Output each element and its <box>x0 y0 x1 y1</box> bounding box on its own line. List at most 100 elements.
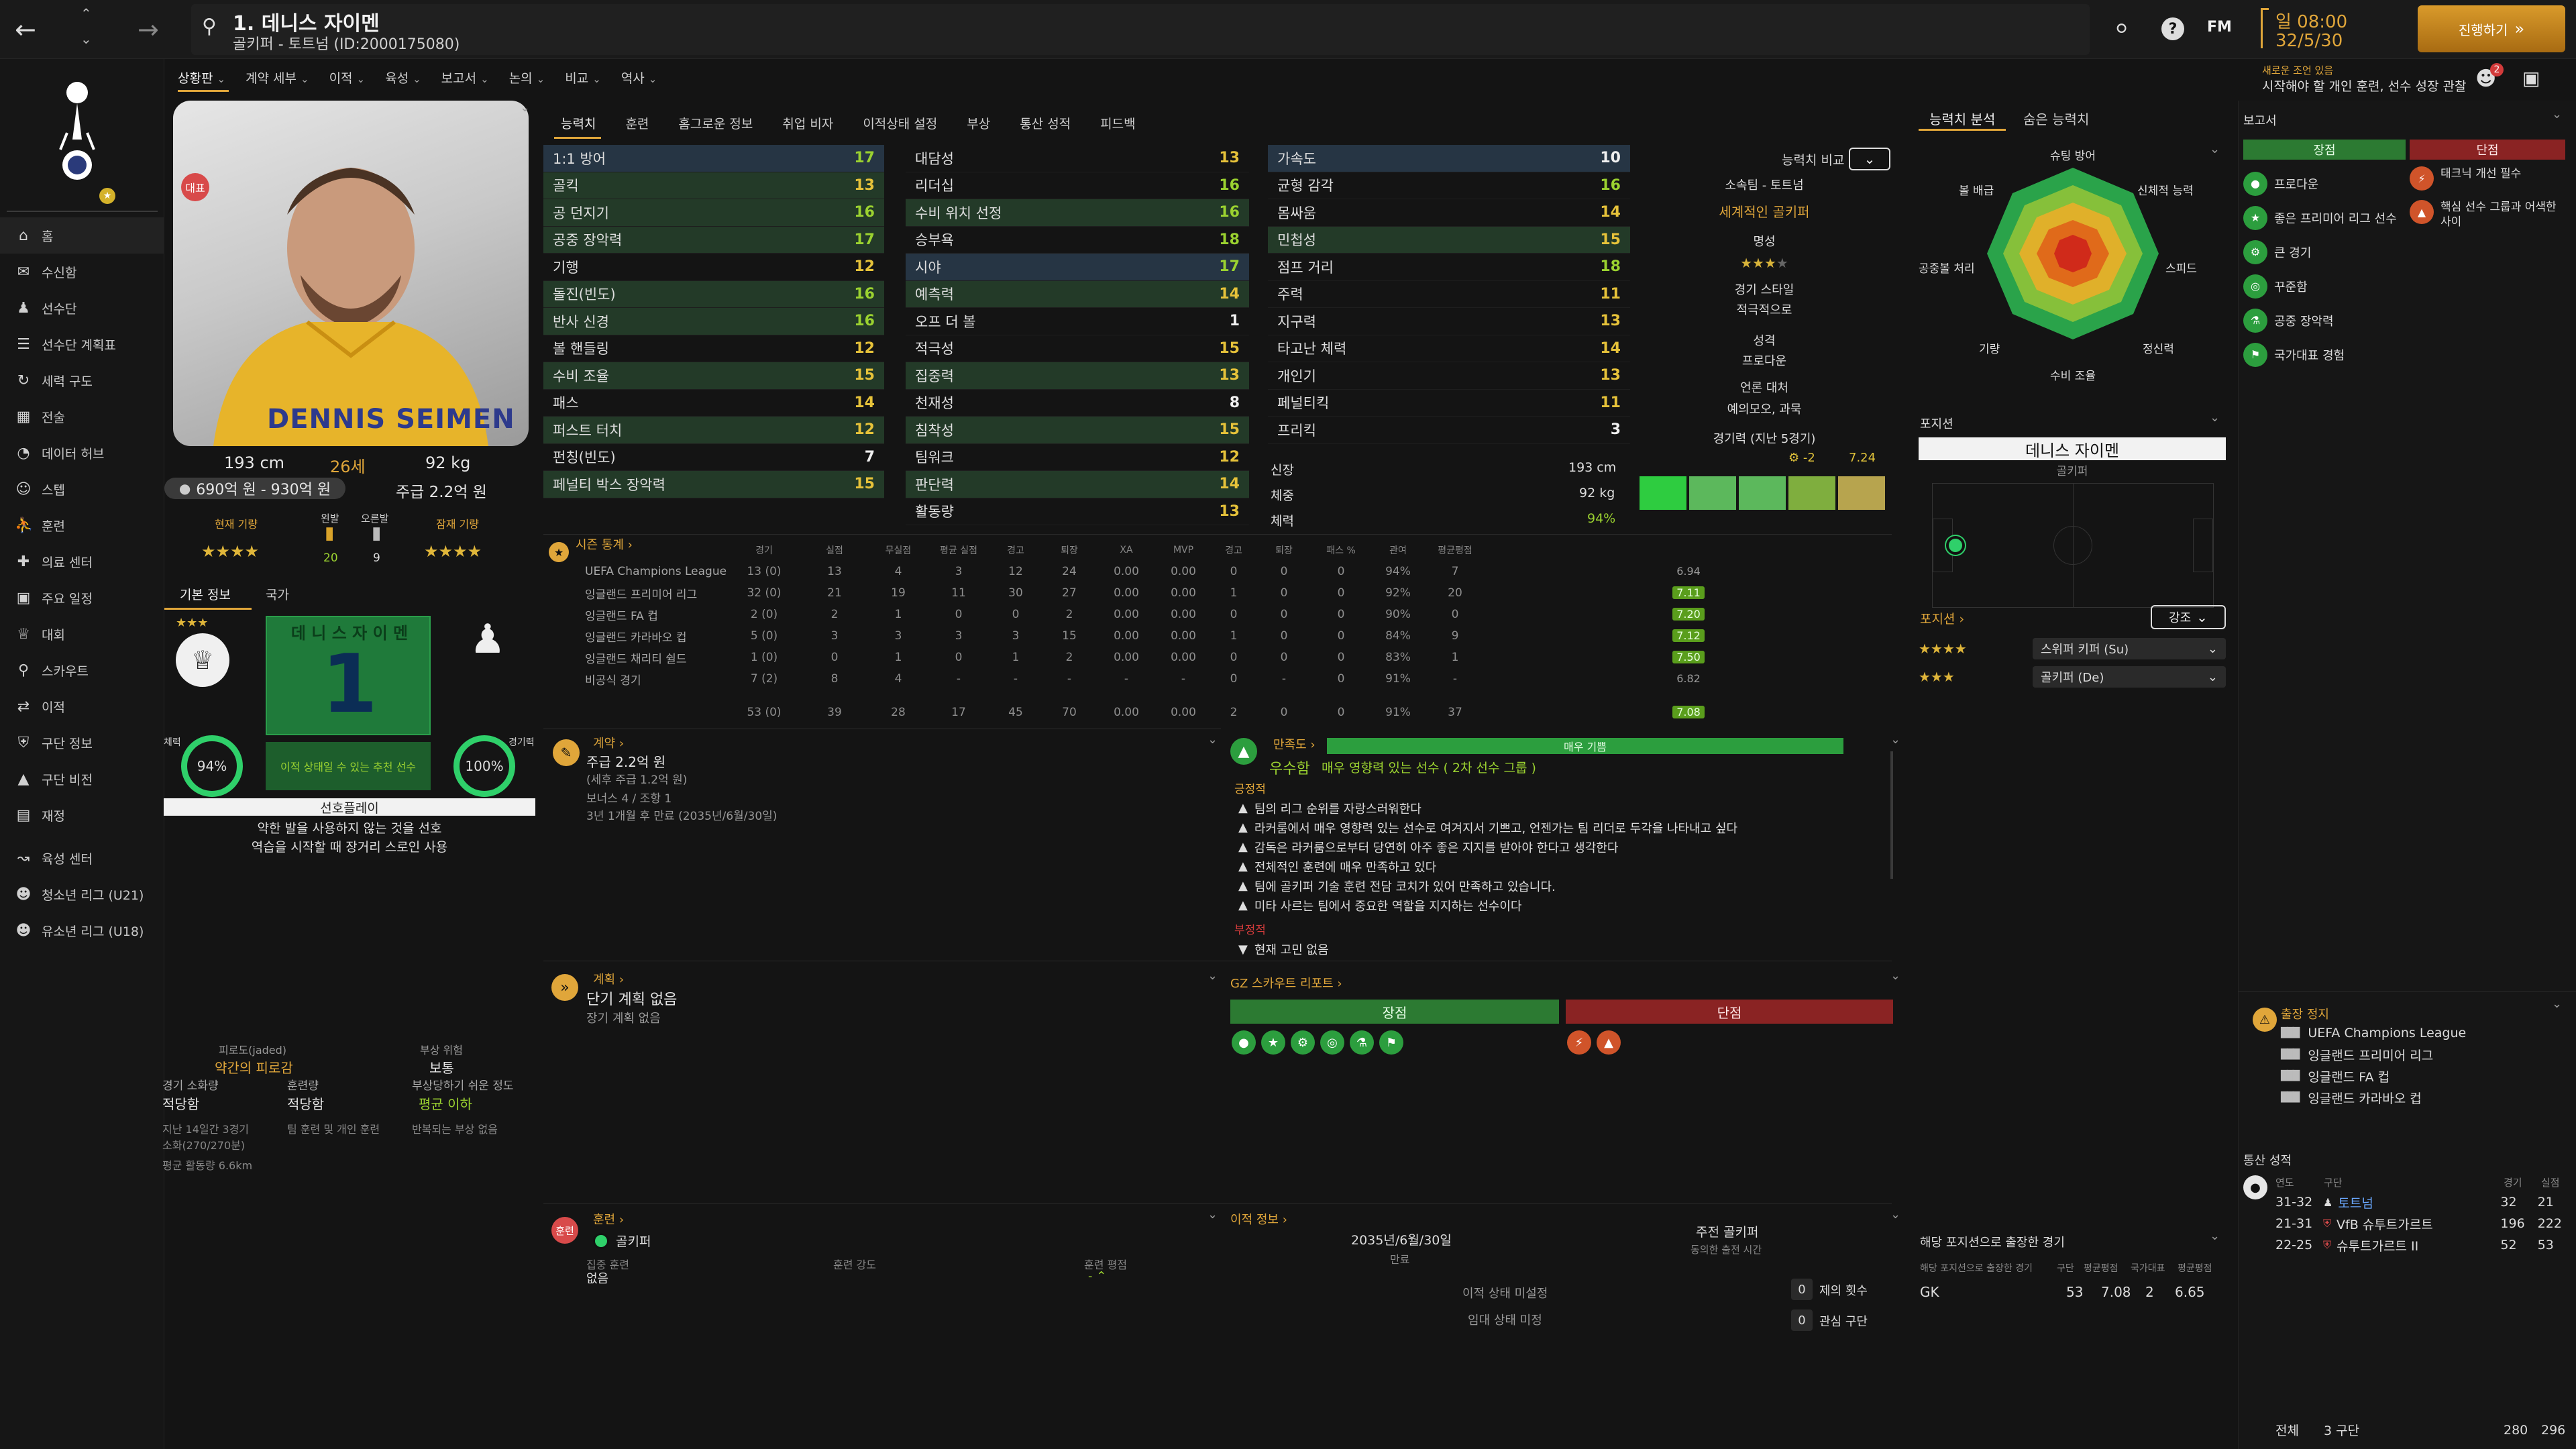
stats-header-cell[interactable]: 관여 <box>1389 545 1407 556</box>
continue-button[interactable]: 진행하기 » <box>2418 5 2565 52</box>
main-tab[interactable]: 훈련 <box>625 117 649 131</box>
stats-header-cell[interactable]: 퇴장 <box>1275 545 1293 556</box>
stats-header-cell[interactable]: XA <box>1120 545 1133 555</box>
subnav-item[interactable]: 이적 ⌄ <box>329 68 366 87</box>
attr-row[interactable]: 침착성 15 <box>906 417 1249 444</box>
attr-row[interactable]: 반사 신경 16 <box>543 308 884 335</box>
sidebar-item-u18[interactable]: ☻ 유소년 리그 (U18) <box>0 912 164 949</box>
group-icon[interactable]: ▲ <box>1597 1030 1621 1055</box>
attr-row[interactable]: 점프 거리 18 <box>1268 254 1630 281</box>
stats-row[interactable]: 잉글랜드 프리미어 리그 32 (0) 21 19 11 30 27 0.00 0.00 1 0 0 9… <box>580 582 1892 604</box>
panel-collapse-chevron[interactable]: ⌄ <box>520 101 531 115</box>
attr-row[interactable]: 펀칭(빈도) 7 <box>543 444 884 471</box>
season-title[interactable]: 시즌 통계 › <box>576 538 633 552</box>
career-row[interactable]: 21-31 ⛨ VfB 슈투트가르트 196 222 <box>2275 1213 2571 1234</box>
national-team-icon[interactable]: ⚑ <box>1379 1030 1403 1055</box>
plan-chevron[interactable]: ⌄ <box>1208 969 1218 983</box>
sidebar-item-vision[interactable]: ▲ 구단 비전 <box>0 761 164 797</box>
sidebar-item-finance[interactable]: ▤ 재정 <box>0 797 164 833</box>
subnav-item[interactable]: 논의 ⌄ <box>509 68 545 87</box>
contract-chevron[interactable]: ⌄ <box>1208 733 1218 747</box>
main-tab[interactable]: 통산 성적 <box>1020 117 1071 131</box>
positions-title[interactable]: 포지션 › <box>1920 612 1965 627</box>
analysis-chevron[interactable]: ⌄ <box>2210 142 2220 156</box>
notice-new[interactable]: 새로운 조언 있음 <box>2262 64 2334 76</box>
stats-header-cell[interactable]: 경고 <box>1225 545 1242 556</box>
search-bar[interactable]: ⚲ 1. 데니스 자이멘 골키퍼 - 토트넘 (ID:2000175080) <box>191 4 2090 55</box>
stats-header-cell[interactable]: 경고 <box>1007 545 1024 556</box>
scout-chevron[interactable]: ⌄ <box>1890 969 1901 983</box>
sidebar-item-data[interactable]: ◔ 데이터 허브 <box>0 435 164 471</box>
stats-header-cell[interactable]: 실점 <box>826 545 843 556</box>
attr-row[interactable]: 승부욕 18 <box>906 227 1249 254</box>
report-con-item[interactable]: ▲ 핵심 선수 그룹과 어색한 사이 <box>2410 200 2568 229</box>
stats-header-cell[interactable]: 평균 실점 <box>940 545 977 556</box>
report-con-item[interactable]: ⚡ 태크닉 개선 필수 <box>2410 166 2568 193</box>
analysis-tab-attrs[interactable]: 능력치 분석 <box>1929 111 1996 127</box>
attr-row[interactable]: 돌진(빈도) 16 <box>543 280 884 308</box>
sidebar-item-schedule[interactable]: ▣ 주요 일정 <box>0 580 164 616</box>
stats-header-cell[interactable]: 패스 % <box>1326 545 1356 556</box>
attr-row[interactable]: 수비 조율 15 <box>543 362 884 390</box>
report-pro-item[interactable]: ● 프로다운 <box>2243 166 2404 201</box>
attr-row[interactable]: 페널티킥 11 <box>1268 390 1630 417</box>
scout-title[interactable]: GZ 스카우트 리포트 › <box>1230 977 1342 991</box>
subnav-item[interactable]: 계약 세부 ⌄ <box>246 68 309 87</box>
happiness-scrollbar[interactable] <box>1890 751 1893 879</box>
plan-title[interactable]: 계획 › <box>593 973 625 987</box>
attr-row[interactable]: 균형 감각 16 <box>1268 172 1630 199</box>
subnav-item[interactable]: 역사 ⌄ <box>621 68 657 87</box>
sidebar-item-trophy[interactable]: ♕ 대회 <box>0 616 164 652</box>
attr-row[interactable]: 기행 12 <box>543 254 884 281</box>
role-select[interactable]: 골키퍼 (De) ⌄ <box>2033 666 2226 688</box>
consistency-icon[interactable]: ◎ <box>1320 1030 1344 1055</box>
stats-row[interactable]: 잉글랜드 채리티 쉴드 1 (0) 0 1 0 1 2 0.00 0.00 0 0 0 83% 1 7.50 <box>580 647 1892 668</box>
attr-row[interactable]: 몸싸움 14 <box>1268 199 1630 227</box>
attr-row[interactable]: 집중력 13 <box>906 362 1249 390</box>
big-game-icon[interactable]: ⚙ <box>1291 1030 1315 1055</box>
attr-row[interactable]: 대담성 13 <box>906 145 1249 172</box>
attr-row[interactable]: 리더십 16 <box>906 172 1249 199</box>
role-select[interactable]: 스위퍼 키퍼 (Su) ⌄ <box>2033 638 2226 659</box>
attr-compare-dropdown[interactable]: ⌄ <box>1849 148 1890 170</box>
help-icon[interactable]: ? <box>2161 17 2184 40</box>
sidebar-item-club[interactable]: ⛨ 구단 정보 <box>0 724 164 761</box>
attr-row[interactable]: 가속도 10 <box>1268 145 1630 172</box>
sidebar-item-dev[interactable]: ↝ 육성 센터 <box>0 840 164 876</box>
attr-row[interactable]: 시야 17 <box>906 254 1249 281</box>
attr-row[interactable]: 오프 더 볼 1 <box>906 308 1249 335</box>
attr-row[interactable]: 천재성 8 <box>906 390 1249 417</box>
tab-nation[interactable]: 국가 <box>266 588 289 602</box>
emphasis-dropdown[interactable]: 강조 ⌄ <box>2151 605 2226 629</box>
professional-icon[interactable]: ● <box>1232 1030 1256 1055</box>
main-tab[interactable]: 이적상태 설정 <box>863 117 938 131</box>
attr-row[interactable]: 볼 핸들링 12 <box>543 335 884 362</box>
screen-icon[interactable]: ▣ <box>2522 67 2540 89</box>
sidebar-item-dynamics[interactable]: ↻ 세력 구도 <box>0 362 164 398</box>
back-icon[interactable]: ← <box>15 15 36 44</box>
report-pro-item[interactable]: ◎ 꾸준함 <box>2243 269 2404 303</box>
sidebar-item-home[interactable]: ⌂ 홈 <box>0 217 164 254</box>
attr-row[interactable]: 퍼스트 터치 12 <box>543 417 884 444</box>
stats-header-cell[interactable]: MVP <box>1173 545 1194 555</box>
attr-row[interactable]: 타고난 체력 14 <box>1268 335 1630 362</box>
technique-icon[interactable]: ⚡ <box>1567 1030 1591 1055</box>
stats-header-cell[interactable]: 무실점 <box>885 545 912 556</box>
attr-row[interactable]: 공 던지기 16 <box>543 199 884 227</box>
attr-row[interactable]: 활동량 13 <box>906 498 1249 525</box>
stats-header-cell[interactable]: 평균평점 <box>1438 545 1472 556</box>
attr-row[interactable]: 수비 위치 선정 16 <box>906 199 1249 227</box>
subnav-item[interactable]: 상황판 ⌄ <box>178 68 225 87</box>
stats-header-cell[interactable]: 경기 <box>755 545 773 556</box>
attr-row[interactable]: 민첩성 15 <box>1268 226 1630 254</box>
analysis-tab-hidden[interactable]: 숨은 능력치 <box>2023 111 2090 127</box>
sidebar-item-transfer[interactable]: ⇄ 이적 <box>0 688 164 724</box>
stats-row[interactable]: 잉글랜드 카라바오 컵 5 (0) 3 3 3 3 15 0.00 0.00 1 0 0 84% 9 7.1… <box>580 625 1892 647</box>
stats-header-cell[interactable]: 퇴장 <box>1061 545 1078 556</box>
career-row[interactable]: 31-32 ♟ 토트넘 32 21 <box>2275 1191 2571 1213</box>
aerial-icon[interactable]: ⚗ <box>1350 1030 1374 1055</box>
attr-row[interactable]: 적극성 15 <box>906 335 1249 362</box>
attr-row[interactable]: 지구력 13 <box>1268 308 1630 335</box>
main-tab[interactable]: 부상 <box>967 117 991 131</box>
training-chevron[interactable]: ⌄ <box>1208 1208 1218 1222</box>
